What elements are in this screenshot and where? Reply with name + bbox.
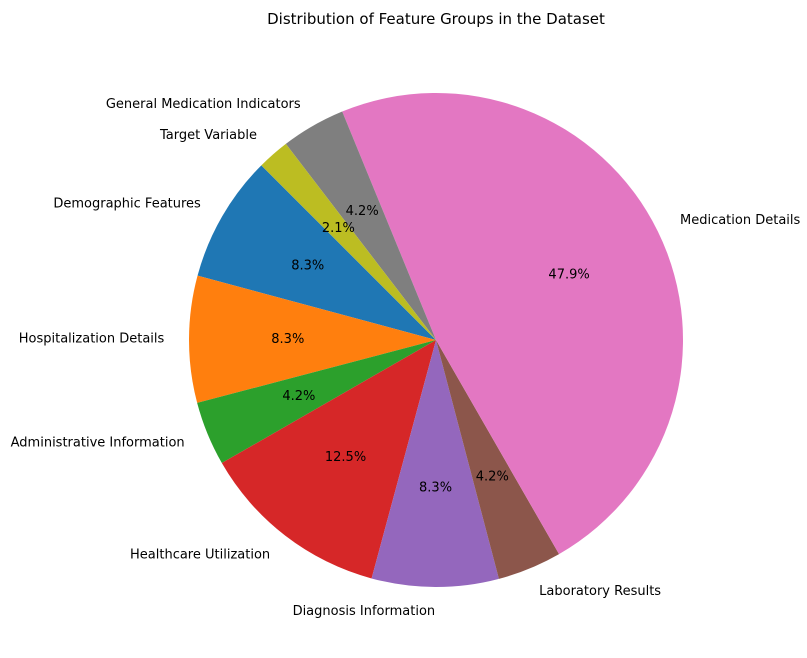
slice-percent-target-variable: 2.1% [322,221,355,236]
pie-slice-demographic-features [197,165,436,340]
slice-percent-diagnosis-information: 8.3% [419,481,452,496]
slice-percent-general-medication-indicators: 4.2% [346,204,379,219]
pie-slice-laboratory-results [436,340,560,579]
pie-slice-medication-details [342,93,683,555]
slice-label-general-medication-indicators: General Medication Indicators [106,97,301,112]
slice-percent-administrative-information: 4.2% [282,389,315,404]
slice-label-demographic-features: Demographic Features [53,196,201,211]
pie-slice-general-medication-indicators [285,111,436,341]
pie-slice-healthcare-utilization [221,340,436,579]
chart-title: Distribution of Feature Groups in the Da… [267,10,605,28]
slice-label-hospitalization-details: Hospitalization Details [19,332,165,347]
pie-slice-diagnosis-information [371,340,499,587]
pie-labels: Demographic Features 8.3% Hospitalization … [11,97,801,619]
slice-label-medication-details: Medication Details [680,213,801,228]
slice-label-administrative-information: Administrative Information [11,436,185,451]
slice-percent-hospitalization-details: 8.3% [271,332,304,347]
slice-label-laboratory-results: Laboratory Results [539,584,661,599]
slice-label-diagnosis-information: Diagnosis Information [293,604,436,619]
slice-label-healthcare-utilization: Healthcare Utilization [130,548,270,563]
pie-slices [188,93,683,587]
slice-percent-laboratory-results: 4.2% [476,470,509,485]
slice-percent-demographic-features: 8.3% [291,258,324,273]
slice-label-target-variable: Target Variable [159,128,257,143]
pie-slice-administrative-information [197,340,436,464]
slice-percent-healthcare-utilization: 12.5% [325,450,366,465]
pie-slice-target-variable [261,143,436,340]
slice-percent-medication-details: 47.9% [548,267,589,282]
pie-slice-hospitalization-details [188,275,436,403]
